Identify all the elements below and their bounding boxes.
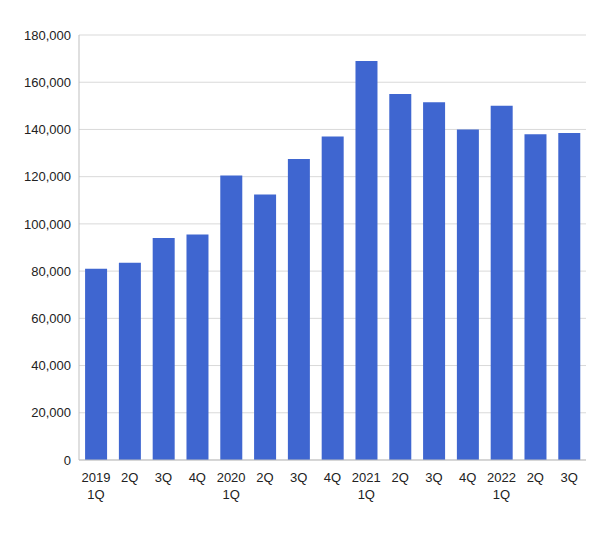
svg-text:120,000: 120,000	[24, 169, 71, 184]
svg-text:20191Q: 20191Q	[81, 470, 110, 502]
svg-text:0: 0	[64, 453, 71, 468]
svg-text:140,000: 140,000	[24, 122, 71, 137]
svg-text:4Q: 4Q	[459, 470, 476, 485]
svg-text:180,000: 180,000	[24, 28, 71, 43]
svg-text:20211Q: 20211Q	[352, 470, 381, 502]
svg-text:20201Q: 20201Q	[217, 470, 246, 502]
svg-text:2Q: 2Q	[256, 470, 273, 485]
svg-text:80,000: 80,000	[31, 264, 71, 279]
svg-text:2Q: 2Q	[121, 470, 138, 485]
svg-text:100,000: 100,000	[24, 217, 71, 232]
svg-text:4Q: 4Q	[324, 470, 341, 485]
svg-text:20,000: 20,000	[31, 405, 71, 420]
svg-text:3Q: 3Q	[560, 470, 577, 485]
svg-text:4Q: 4Q	[189, 470, 206, 485]
svg-text:40,000: 40,000	[31, 358, 71, 373]
svg-text:160,000: 160,000	[24, 75, 71, 90]
svg-text:3Q: 3Q	[290, 470, 307, 485]
svg-text:20221Q: 20221Q	[487, 470, 516, 502]
svg-text:2Q: 2Q	[527, 470, 544, 485]
svg-text:3Q: 3Q	[155, 470, 172, 485]
svg-text:60,000: 60,000	[31, 311, 71, 326]
svg-text:2Q: 2Q	[391, 470, 408, 485]
svg-text:3Q: 3Q	[425, 470, 442, 485]
